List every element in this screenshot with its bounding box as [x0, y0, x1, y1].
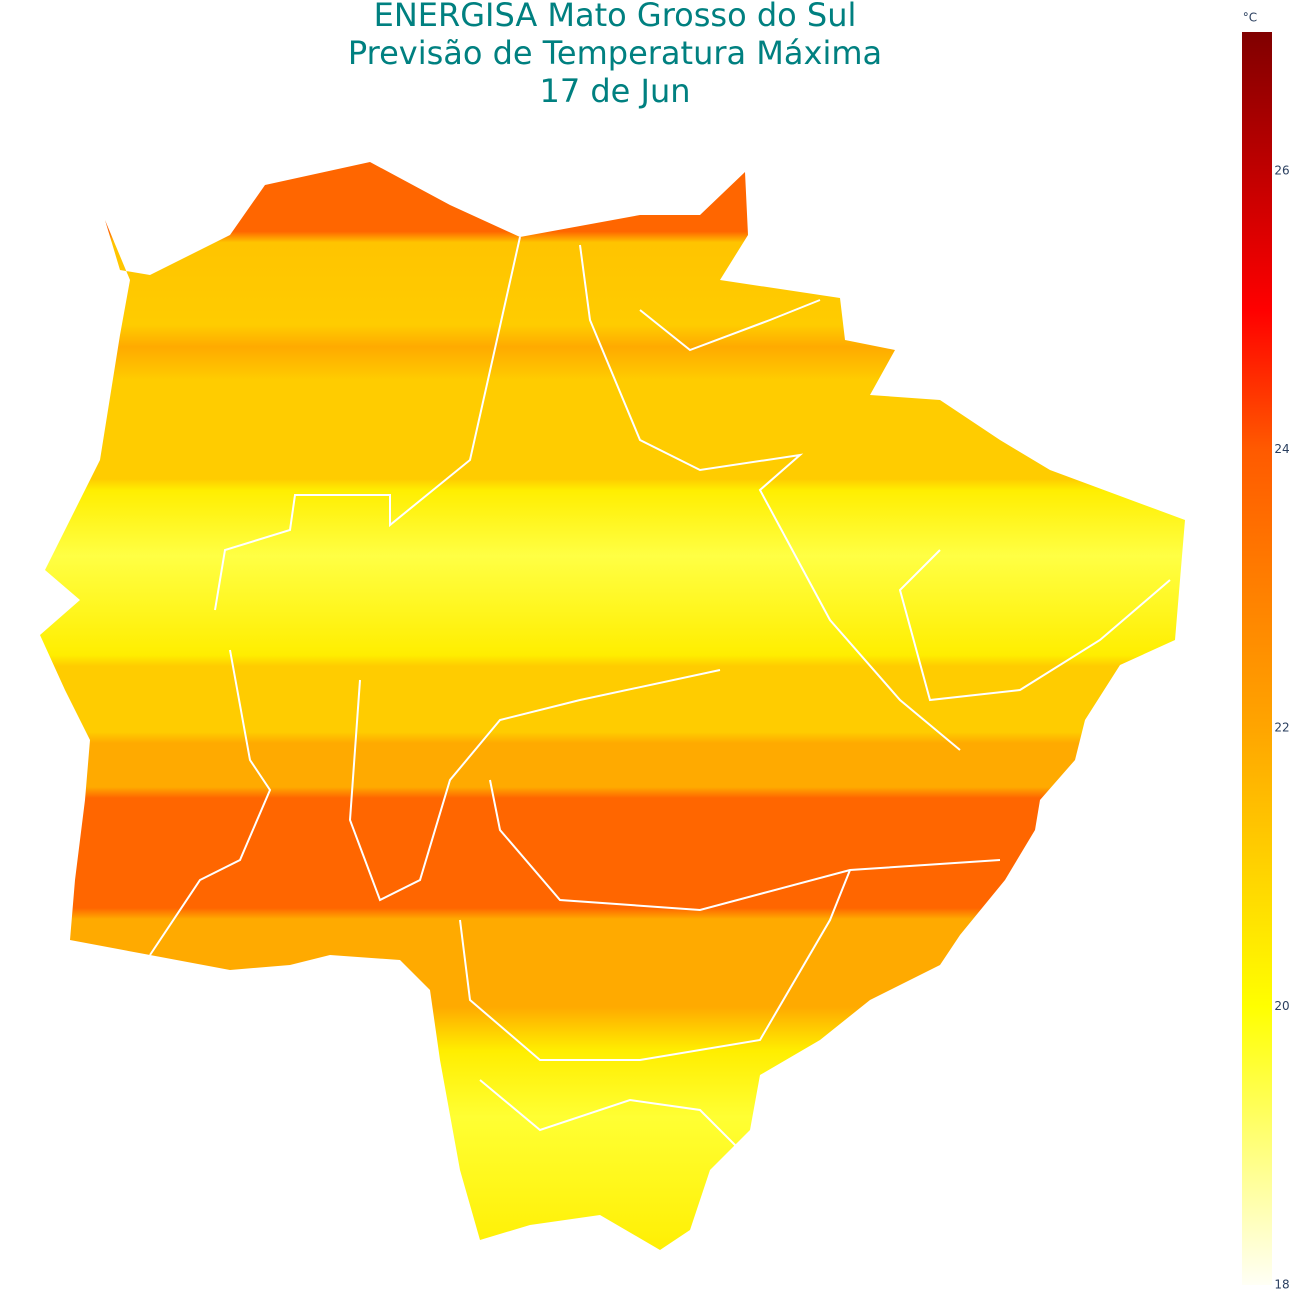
municipal-borders [149, 236, 1171, 1151]
colorbar-unit: °C [1243, 11, 1257, 25]
colorbar-tick-label: 26 [1274, 164, 1289, 178]
colorbar-tick-label: 24 [1274, 442, 1289, 456]
colorbar-tick-label: 22 [1274, 721, 1289, 735]
colorbar-tick-label: 18 [1274, 1278, 1289, 1292]
colorbar-tick-label: 20 [1274, 999, 1289, 1013]
state-map [40, 162, 1185, 1250]
title-line: 17 de Jun [539, 72, 690, 110]
title-line: Previsão de Temperatura Máxima [348, 34, 882, 72]
title-line: ENERGISA Mato Grosso do Sul [374, 0, 857, 34]
colorbar [1242, 32, 1272, 1285]
